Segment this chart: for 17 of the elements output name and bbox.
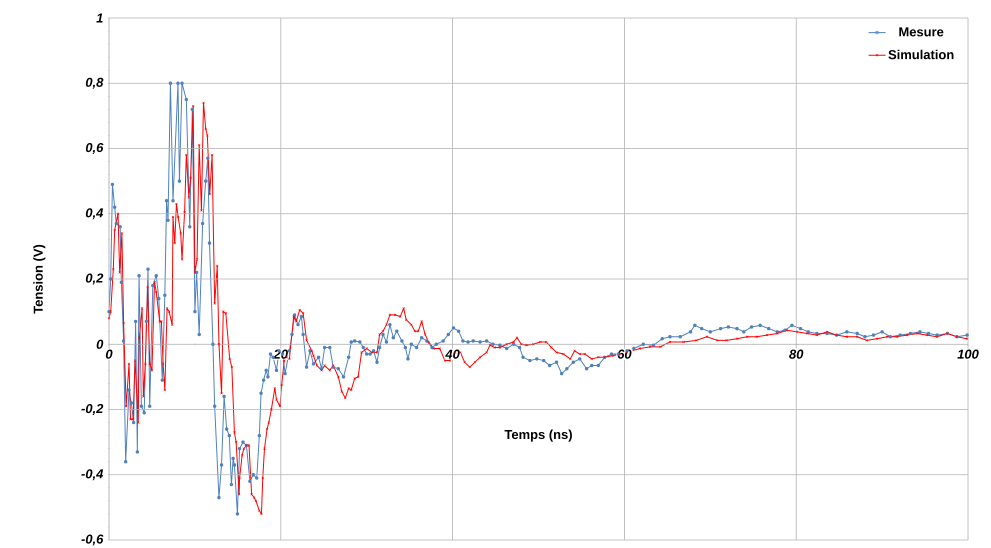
- legend-label: Mesure: [899, 27, 944, 36]
- x-tick-label: 80: [789, 350, 804, 359]
- y-tick-label: 1: [96, 14, 103, 22]
- y-tick-label: 0,8: [86, 78, 104, 89]
- y-tick-label: -0,2: [81, 404, 104, 416]
- y-tick-label: 0,6: [86, 142, 104, 154]
- y-tick-label: 0: [96, 340, 104, 349]
- x-tick-label: 0: [106, 350, 112, 359]
- x-axis-title: Temps (ns): [504, 430, 572, 442]
- x-tick-label: 100: [957, 350, 979, 359]
- y-axis-title: Tension (V): [33, 244, 46, 314]
- x-tick-label: 40: [445, 350, 460, 359]
- y-tick-label: 0,4: [86, 208, 104, 220]
- y-tick-label: -0,6: [81, 534, 104, 546]
- y-tick-label: -0,4: [81, 469, 104, 480]
- y-tick-label: 0,2: [86, 273, 104, 285]
- legend-label: Simulation: [888, 50, 954, 60]
